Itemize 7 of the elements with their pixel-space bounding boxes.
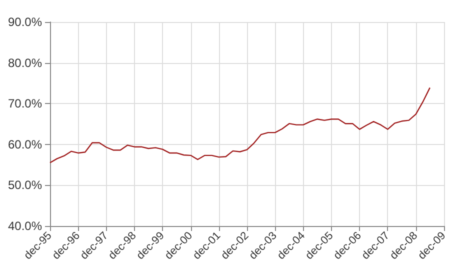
y-tick-label: 90.0% [8,15,42,29]
y-tick-label: 70.0% [8,96,42,111]
y-tick-label: 40.0% [8,219,42,233]
y-tick-label: 80.0% [8,56,42,70]
y-tick-label: 50.0% [8,178,42,192]
line-series [49,87,430,164]
y-tick-label: 60.0% [8,137,42,152]
